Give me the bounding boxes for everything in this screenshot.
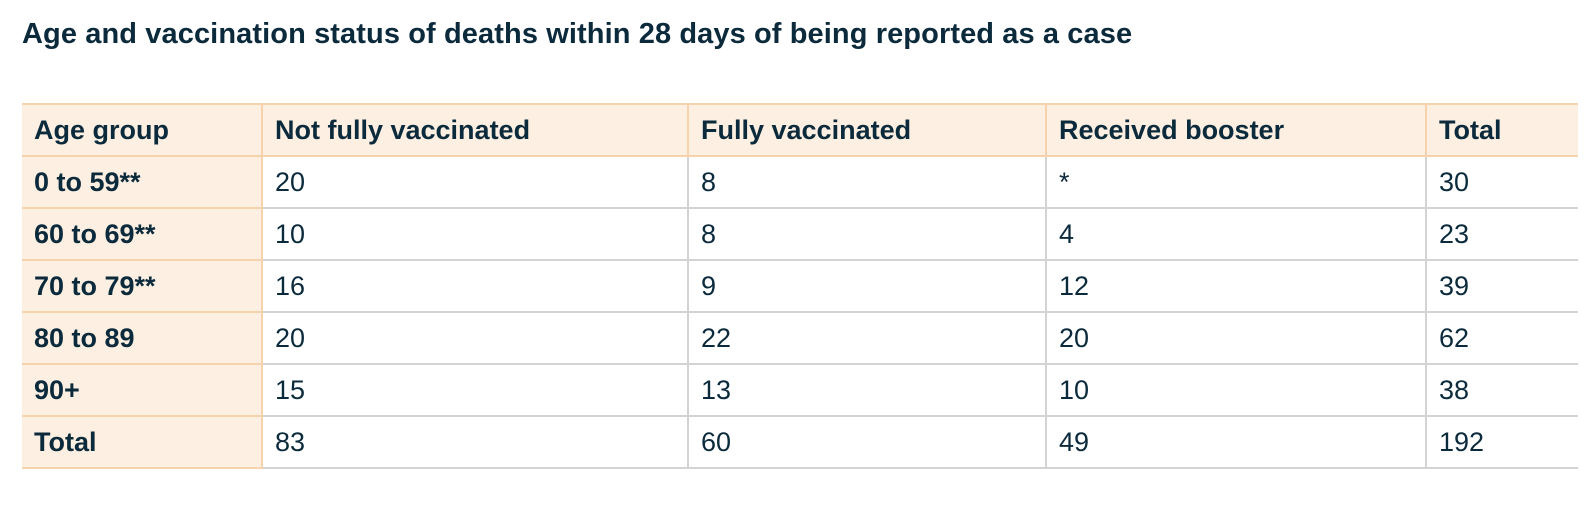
- deaths-by-age-vaccination-table: Age group Not fully vaccinated Fully vac…: [22, 103, 1578, 469]
- cell-not-fully-vaccinated: 15: [262, 364, 689, 417]
- table-row: 60 to 69** 10 8 4 23: [22, 208, 1578, 261]
- cell-fully-vaccinated: 13: [688, 364, 1047, 417]
- cell-fully-vaccinated: 9: [688, 260, 1047, 313]
- page-title: Age and vaccination status of deaths wit…: [22, 18, 1133, 50]
- cell-not-fully-vaccinated: 83: [262, 416, 689, 469]
- cell-received-booster: 20: [1046, 312, 1427, 365]
- row-header-total: Total: [22, 416, 263, 469]
- cell-received-booster: 49: [1046, 416, 1427, 469]
- cell-received-booster: 4: [1046, 208, 1427, 261]
- column-header-fully-vaccinated: Fully vaccinated: [688, 103, 1047, 157]
- cell-fully-vaccinated: 8: [688, 208, 1047, 261]
- column-header-total: Total: [1426, 103, 1578, 157]
- cell-total: 30: [1426, 156, 1578, 209]
- cell-not-fully-vaccinated: 10: [262, 208, 689, 261]
- column-header-received-booster: Received booster: [1046, 103, 1427, 157]
- cell-total: 23: [1426, 208, 1578, 261]
- row-header-age-group: 80 to 89: [22, 312, 263, 365]
- cell-total: 39: [1426, 260, 1578, 313]
- cell-received-booster: *: [1046, 156, 1427, 209]
- table-row: 70 to 79** 16 9 12 39: [22, 260, 1578, 313]
- table-row: 80 to 89 20 22 20 62: [22, 312, 1578, 365]
- cell-not-fully-vaccinated: 16: [262, 260, 689, 313]
- cell-fully-vaccinated: 22: [688, 312, 1047, 365]
- table-header-row: Age group Not fully vaccinated Fully vac…: [22, 103, 1578, 157]
- cell-not-fully-vaccinated: 20: [262, 312, 689, 365]
- row-header-age-group: 0 to 59**: [22, 156, 263, 209]
- row-header-age-group: 60 to 69**: [22, 208, 263, 261]
- cell-total: 38: [1426, 364, 1578, 417]
- column-header-age-group: Age group: [22, 103, 263, 157]
- table-row: 0 to 59** 20 8 * 30: [22, 156, 1578, 209]
- cell-received-booster: 12: [1046, 260, 1427, 313]
- cell-received-booster: 10: [1046, 364, 1427, 417]
- cell-total: 192: [1426, 416, 1578, 469]
- table-row-total: Total 83 60 49 192: [22, 416, 1578, 469]
- cell-fully-vaccinated: 8: [688, 156, 1047, 209]
- table-row: 90+ 15 13 10 38: [22, 364, 1578, 417]
- row-header-age-group: 90+: [22, 364, 263, 417]
- cell-not-fully-vaccinated: 20: [262, 156, 689, 209]
- cell-fully-vaccinated: 60: [688, 416, 1047, 469]
- row-header-age-group: 70 to 79**: [22, 260, 263, 313]
- column-header-not-fully-vaccinated: Not fully vaccinated: [262, 103, 689, 157]
- cell-total: 62: [1426, 312, 1578, 365]
